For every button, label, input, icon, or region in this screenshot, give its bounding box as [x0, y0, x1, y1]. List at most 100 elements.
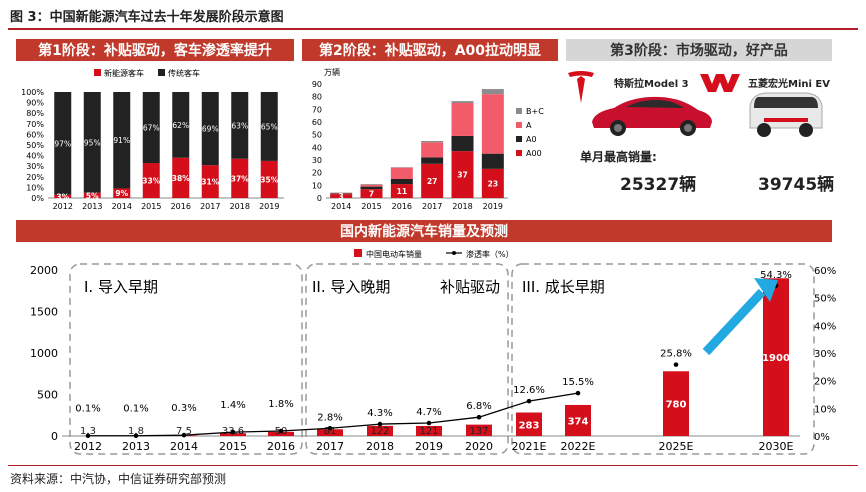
x-tick-label: 2015	[361, 202, 381, 211]
bar-ev-sales	[317, 429, 343, 436]
bar-a-segment	[421, 142, 444, 158]
bar-ev-sales	[367, 425, 393, 436]
car2-name: 五菱宏光Mini EV	[748, 79, 830, 90]
data-label-a00: 3	[339, 192, 344, 201]
bar-a0-segment	[481, 153, 504, 169]
phase-label-3: III. 成长早期	[522, 278, 605, 296]
y-tick-label-right: 10%	[814, 404, 836, 415]
data-label-ice-bus: 63%	[231, 121, 248, 130]
phase-box-3	[511, 263, 815, 455]
y-tick-label: 50	[312, 131, 322, 140]
bar-ev-sales	[763, 278, 789, 436]
y-tick-label: 90	[312, 80, 322, 89]
y-tick-label: 100%	[21, 88, 44, 97]
y-tick-label: 90%	[26, 99, 44, 108]
bar-nev-bus	[142, 163, 160, 198]
y-tick-label: 40%	[26, 152, 44, 161]
data-label-a00: 23	[488, 179, 498, 188]
data-label-sales: 1.3	[80, 426, 96, 437]
bar-ev-sales	[466, 424, 492, 436]
x-tick-label: 2019	[259, 202, 279, 211]
legend-label-nev-bus: 新能源客车	[104, 68, 144, 78]
data-label-a00: 11	[397, 187, 407, 196]
y-tick-label-left: 2000	[30, 264, 58, 277]
stage1-title: 第1阶段：补贴驱动，客车渗透率提升	[16, 39, 294, 61]
bar-ev-sales	[663, 371, 689, 436]
data-label-sales: 374	[568, 416, 589, 427]
data-label-nev-bus: 35%	[260, 175, 278, 184]
penetration-label: 54.3%	[760, 270, 792, 281]
bar-ev-sales	[220, 433, 246, 436]
y-tick-label-right: 60%	[814, 266, 836, 277]
bar-a00-segment	[421, 163, 444, 198]
penetration-label: 25.8%	[660, 349, 692, 360]
bar-nev-bus	[172, 157, 190, 198]
legend-label-a: A	[526, 121, 532, 130]
data-label-sales: 122	[370, 426, 389, 437]
x-tick-label: 2019	[483, 202, 503, 211]
x-tick-label: 2016	[267, 440, 295, 453]
bar-bc-segment	[451, 101, 474, 103]
x-tick-label: 2018	[452, 202, 472, 211]
x-tick-label: 2014	[170, 440, 198, 453]
y-tick-label: 30	[312, 156, 322, 165]
penetration-point	[278, 428, 284, 434]
bar-ice-bus	[231, 92, 249, 159]
bar-nev-bus	[83, 192, 101, 198]
bar-a0-segment	[390, 179, 413, 185]
y-tick-label: 70%	[26, 120, 44, 129]
data-label-sales: 81	[324, 426, 337, 437]
penetration-point	[476, 414, 482, 420]
penetration-label: 1.4%	[220, 400, 245, 411]
y-tick-label: 0	[317, 194, 322, 203]
wuling-car-image	[749, 92, 823, 137]
bar-a0-segment	[421, 157, 444, 164]
bar-a0-segment	[360, 186, 383, 190]
y-tick-label: 20	[312, 169, 322, 178]
growth-arrow-shaft	[702, 288, 766, 356]
penetration-point	[426, 420, 432, 426]
figure-title: 图 3：中国新能源汽车过去十年发展阶段示意图	[10, 10, 284, 25]
penetration-label: 0.1%	[123, 404, 148, 415]
bar-a0-segment	[451, 135, 474, 152]
bar-ice-bus	[142, 92, 160, 164]
penetration-label: 0.1%	[75, 404, 100, 415]
y-tick-label-right: 20%	[814, 377, 836, 388]
bar-nev-bus	[260, 160, 278, 198]
bar-a00-segment	[360, 189, 383, 198]
data-label-ice-bus: 91%	[113, 136, 130, 145]
top-rule	[8, 28, 858, 30]
bar-ev-sales	[565, 404, 591, 436]
legend-label-a00: A00	[526, 149, 542, 158]
bar-nev-bus	[231, 158, 249, 198]
data-label-sales: 780	[666, 400, 687, 411]
chart-ev-sales-forecast: I. 导入早期 II. 导入晚期 补贴驱动 III. 成长早期 中国电动车销量 渗透率（%…	[30, 249, 836, 455]
tesla-car-image	[592, 96, 712, 136]
data-label-ice-bus: 65%	[261, 122, 278, 131]
penetration-label: 2.8%	[317, 412, 342, 423]
data-label-nev-bus: 3%	[56, 192, 69, 201]
bar-ev-sales	[268, 431, 294, 436]
data-label-ice-bus: 69%	[202, 125, 219, 134]
y-tick-label: 70	[312, 105, 322, 114]
bar-a-segment	[451, 103, 474, 136]
bar-nev-bus	[113, 188, 131, 198]
data-label-sales: 7.5	[176, 426, 192, 437]
bar-ev-sales	[516, 412, 542, 436]
phase-box-2	[305, 263, 509, 455]
bar-a00-segment	[390, 184, 413, 198]
x-tick-label: 2017	[316, 440, 344, 453]
data-label-sales: 283	[519, 420, 540, 431]
y-tick-label: 60%	[26, 130, 44, 139]
chart-bus-penetration: 新能源客车 传统客车 0% 10%20% 30%40% 50% 60%70% 80%90% 10…	[21, 68, 284, 211]
x-tick-label: 2018	[230, 202, 250, 211]
y-tick-label: 40	[312, 143, 322, 152]
penetration-label: 0.3%	[171, 403, 196, 414]
phase-label-1: I. 导入早期	[84, 278, 158, 296]
penetration-point	[133, 433, 139, 439]
growth-arrow-head	[754, 278, 778, 302]
y-tick-label: 80%	[26, 109, 44, 118]
x-tick-label: 2015	[141, 202, 161, 211]
legend-swatch-sales	[354, 249, 362, 257]
